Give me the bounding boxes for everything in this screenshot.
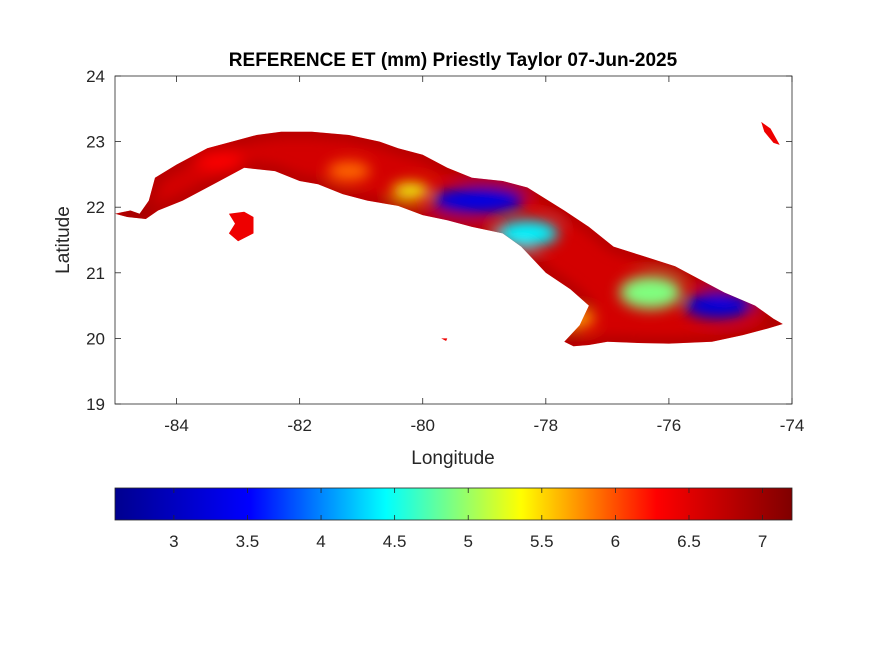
colorbar-tick-label: 5.5 xyxy=(530,532,554,551)
colorbar-ticks: 3 3.5 4 4.5 5 5.5 6 6.5 7 xyxy=(169,488,767,551)
y-tick-label: 20 xyxy=(86,329,105,348)
map-axes-frame xyxy=(114,75,793,405)
colorbar-tick-label: 3 xyxy=(169,532,178,551)
colorbar xyxy=(114,487,793,521)
colorbar-tick-label: 7 xyxy=(758,532,767,551)
y-axis-ticks: 19 20 21 22 23 24 xyxy=(86,67,792,414)
x-tick-label: -74 xyxy=(780,416,805,435)
x-tick-label: -76 xyxy=(657,416,682,435)
y-tick-label: 21 xyxy=(86,264,105,283)
y-tick-label: 23 xyxy=(86,133,105,152)
et-value-zones xyxy=(115,128,791,347)
x-axis-ticks: -84 -82 -80 -78 -76 -74 xyxy=(164,76,804,435)
et-zone xyxy=(619,276,682,309)
colorbar-tick-label: 4 xyxy=(316,532,325,551)
et-zone xyxy=(496,220,559,247)
x-axis-label: Longitude xyxy=(411,448,494,469)
colorbar-tick-label: 5 xyxy=(463,532,472,551)
land-layer xyxy=(115,121,804,347)
et-zone xyxy=(391,182,429,199)
colorbar-tick-label: 6 xyxy=(611,532,620,551)
x-tick-label: -84 xyxy=(164,416,189,435)
et-zone xyxy=(327,161,371,181)
land-small-island xyxy=(441,338,448,341)
land-small-island xyxy=(761,121,780,145)
y-tick-label: 19 xyxy=(86,395,105,414)
et-zone xyxy=(195,151,245,172)
figure-title: REFERENCE ET (mm) Priestly Taylor 07-Jun… xyxy=(229,50,678,71)
land-small-island xyxy=(792,178,804,191)
colorbar-tick-label: 4.5 xyxy=(383,532,407,551)
land-small-island xyxy=(228,211,254,242)
x-tick-label: -82 xyxy=(287,416,312,435)
colorbar-tick-label: 6.5 xyxy=(677,532,701,551)
et-zone xyxy=(684,292,752,319)
colorbar-tick-label: 3.5 xyxy=(236,532,260,551)
map-axes-background xyxy=(115,76,792,404)
et-zone xyxy=(431,187,525,214)
et-coastal-fringe xyxy=(115,128,791,347)
x-tick-label: -78 xyxy=(534,416,559,435)
x-tick-label: -80 xyxy=(410,416,435,435)
y-axis-label: Latitude xyxy=(53,206,74,274)
y-tick-label: 22 xyxy=(86,198,105,217)
y-tick-label: 24 xyxy=(86,67,105,86)
land-main-island xyxy=(115,131,783,347)
